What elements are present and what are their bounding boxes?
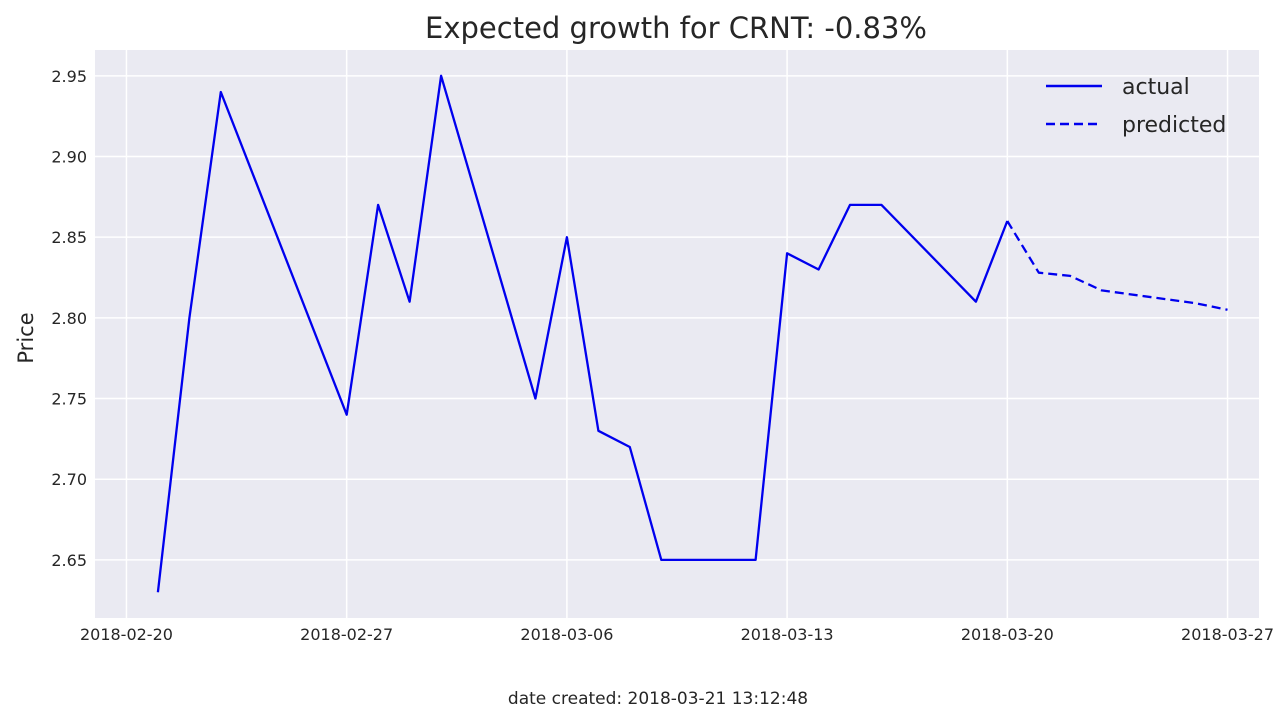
grid-lines (95, 50, 1259, 618)
x-tick-label: 2018-03-06 (520, 625, 613, 644)
y-tick-label: 2.75 (51, 390, 87, 409)
y-tick-label: 2.95 (51, 67, 87, 86)
y-tick-label: 2.70 (51, 470, 87, 489)
legend-actual-label: actual (1122, 75, 1190, 100)
chart-title: Expected growth for CRNT: -0.83% (425, 11, 927, 45)
x-tick-label: 2018-02-27 (300, 625, 393, 644)
y-axis-label: Price (14, 312, 38, 363)
legend-predicted-label: predicted (1122, 113, 1226, 138)
series-line-predicted (1006, 220, 1228, 311)
legend: actual predicted (1046, 75, 1226, 138)
date-created-note: date created: 2018-03-21 13:12:48 (508, 689, 808, 709)
series-layer (156, 74, 1228, 593)
y-tick-label: 2.90 (51, 148, 87, 167)
x-tick-label: 2018-03-20 (961, 625, 1054, 644)
x-tick-label: 2018-03-13 (741, 625, 834, 644)
y-tick-label: 2.80 (51, 309, 87, 328)
x-tick-label: 2018-03-27 (1181, 625, 1273, 644)
y-tick-label: 2.85 (51, 228, 87, 247)
tick-labels: 2018-02-20 2018-02-27 2018-03-06 2018-03-13… (51, 67, 1273, 644)
plot-area (95, 50, 1259, 618)
x-tick-label: 2018-02-20 (80, 625, 173, 644)
y-tick-label: 2.65 (51, 551, 87, 570)
